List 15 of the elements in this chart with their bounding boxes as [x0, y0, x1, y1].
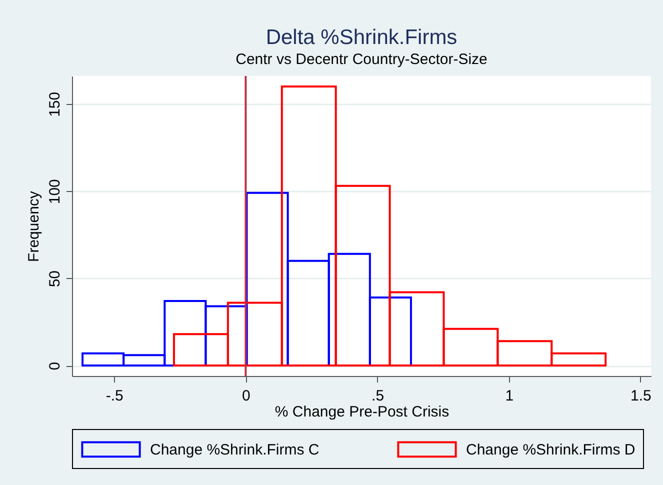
legend-label: Change %Shrink.Firms C	[150, 441, 320, 458]
legend-label: Change %Shrink.Firms D	[466, 441, 636, 458]
x-tick-label: 1.5	[630, 388, 652, 404]
chart-title: Delta %Shrink.Firms	[266, 26, 458, 49]
chart-subtitle: Centr vs Decentr Country-Sector-Size	[236, 51, 488, 68]
y-axis-title: Frequency	[26, 190, 42, 262]
y-tick-label: 50	[46, 270, 64, 288]
x-tick-label: -.5	[106, 388, 124, 404]
y-tick-label: 0	[46, 362, 64, 370]
x-axis-title: % Change Pre-Post Crisis	[274, 404, 450, 420]
x-tick-label: 1	[505, 388, 514, 404]
x-tick-label: .5	[372, 388, 384, 404]
y-tick-label: 150	[46, 92, 64, 117]
x-tick-label: 0	[242, 388, 250, 404]
y-tick-label: 100	[46, 179, 64, 204]
